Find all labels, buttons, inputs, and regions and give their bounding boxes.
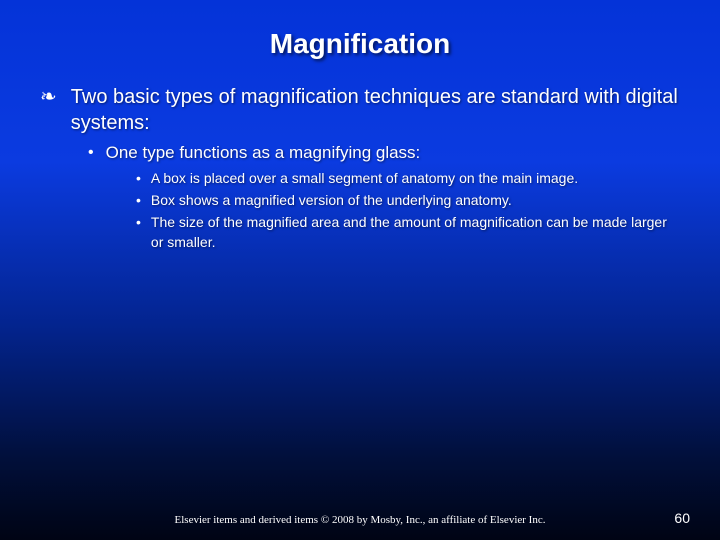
bullet-level2: • One type functions as a magnifying gla… — [88, 142, 680, 164]
slide: Magnification ❧ Two basic types of magni… — [0, 0, 720, 540]
slide-content: ❧ Two basic types of magnification techn… — [0, 60, 720, 252]
page-number: 60 — [650, 510, 690, 526]
bullet-level3-text: A box is placed over a small segment of … — [151, 168, 578, 188]
slide-footer: Elsevier items and derived items © 2008 … — [0, 510, 720, 526]
bullet-level3: • The size of the magnified area and the… — [136, 212, 680, 252]
bullet-level3: • Box shows a magnified version of the u… — [136, 190, 680, 210]
dot-icon: • — [88, 142, 94, 164]
bullet-level3-text: The size of the magnified area and the a… — [151, 212, 680, 252]
dot-icon: • — [136, 168, 141, 188]
copyright-text: Elsevier items and derived items © 2008 … — [70, 514, 650, 526]
bullet-level1-text: Two basic types of magnification techniq… — [71, 84, 680, 136]
bullet-level1: ❧ Two basic types of magnification techn… — [40, 84, 680, 136]
dot-icon: • — [136, 212, 141, 232]
bullet-level3-text: Box shows a magnified version of the und… — [151, 190, 512, 210]
bullet-level2-text: One type functions as a magnifying glass… — [106, 142, 421, 164]
dot-icon: • — [136, 190, 141, 210]
slide-title: Magnification — [0, 0, 720, 60]
bullet-level3: • A box is placed over a small segment o… — [136, 168, 680, 188]
fleuron-icon: ❧ — [40, 84, 57, 110]
